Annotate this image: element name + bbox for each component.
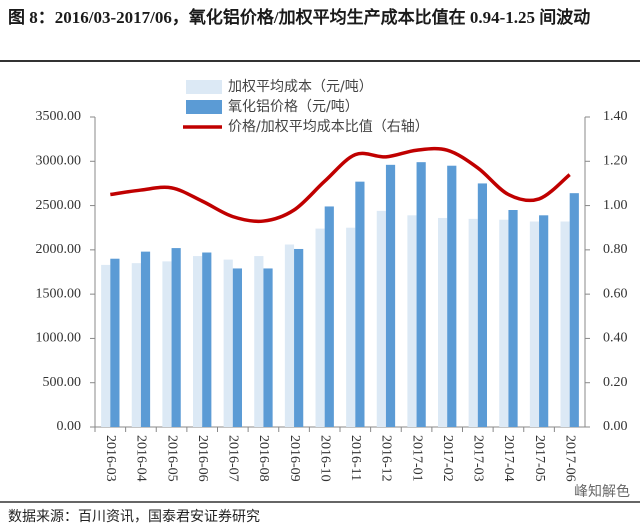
ratio-line — [110, 146, 571, 224]
bar — [324, 206, 334, 427]
y2-tick-label: 0.40 — [603, 331, 628, 346]
x-tick-label: 2016-12 — [379, 435, 394, 482]
bar — [468, 218, 478, 427]
y-tick-label: 2500.00 — [36, 198, 82, 213]
x-tick-label: 2017-02 — [440, 435, 455, 482]
y2-tick-label: 0.60 — [603, 286, 628, 301]
bar — [539, 215, 549, 427]
x-tick-label: 2016-11 — [348, 435, 363, 481]
legend-swatch — [186, 100, 222, 114]
bar — [569, 193, 579, 427]
x-tick-label: 2016-03 — [103, 435, 118, 482]
y2-tick-label: 1.00 — [603, 198, 628, 213]
bar — [407, 215, 417, 427]
x-tick-label: 2016-07 — [226, 435, 241, 482]
bar — [232, 268, 242, 427]
x-tick-label: 2016-10 — [317, 435, 332, 482]
bar — [223, 259, 233, 427]
chart-title: 图 8：2016/03-2017/06，氧化铝价格/加权平均生产成本比值在 0.… — [8, 8, 591, 27]
bar — [346, 227, 356, 427]
y-tick-label: 500.00 — [43, 375, 82, 390]
y2-tick-label: 1.40 — [603, 109, 628, 124]
bar — [193, 256, 203, 427]
source-note: 数据来源：百川资讯，国泰君安证券研究 — [8, 509, 260, 525]
x-tick-label: 2016-08 — [256, 435, 271, 482]
legend-label: 价格/加权平均成本比值（右轴） — [228, 119, 429, 135]
bar — [284, 244, 295, 427]
x-tick-label: 2017-01 — [409, 435, 424, 482]
x-tick-label: 2016-09 — [287, 435, 302, 482]
y-tick-label: 0.00 — [57, 419, 82, 434]
bar — [171, 248, 181, 427]
x-tick-label: 2016-04 — [134, 435, 149, 482]
bar — [376, 210, 386, 427]
y-tick-label: 3000.00 — [36, 154, 82, 169]
watermark: 峰知解色 — [574, 483, 630, 500]
legend-swatch — [186, 80, 222, 94]
y-tick-label: 1000.00 — [36, 331, 82, 346]
bar — [529, 221, 540, 427]
bar — [294, 248, 304, 427]
bar — [385, 164, 396, 428]
bar — [416, 162, 426, 427]
x-tick-label: 2017-03 — [471, 435, 486, 482]
y2-tick-label: 0.00 — [603, 419, 628, 434]
bar — [254, 256, 264, 427]
bar — [560, 221, 570, 427]
x-tick-label: 2016-05 — [164, 435, 179, 482]
bar — [131, 263, 141, 427]
x-tick-label: 2016-06 — [195, 435, 210, 482]
bar — [355, 181, 365, 427]
bar — [101, 264, 111, 427]
legend-label: 加权平均成本（元/吨） — [228, 79, 373, 95]
y2-tick-label: 1.20 — [603, 154, 628, 169]
bar — [499, 219, 509, 427]
x-tick-label: 2017-06 — [562, 435, 577, 482]
x-tick-label: 2017-04 — [501, 435, 516, 482]
bar — [263, 268, 273, 427]
y2-tick-label: 0.20 — [603, 375, 628, 390]
bar — [438, 217, 448, 427]
bar — [140, 251, 151, 427]
bar — [508, 210, 518, 427]
y2-tick-label: 0.80 — [603, 242, 628, 257]
bar — [110, 258, 120, 427]
y-tick-label: 1500.00 — [36, 286, 82, 301]
y-tick-label: 2000.00 — [36, 242, 82, 257]
bar — [202, 252, 212, 427]
y-tick-label: 3500.00 — [36, 109, 82, 124]
legend-label: 氧化铝价格（元/吨） — [228, 99, 359, 115]
bar — [162, 261, 172, 427]
bar — [315, 228, 325, 427]
x-tick-label: 2017-05 — [532, 435, 547, 482]
bar — [447, 165, 457, 427]
bar — [477, 183, 487, 427]
